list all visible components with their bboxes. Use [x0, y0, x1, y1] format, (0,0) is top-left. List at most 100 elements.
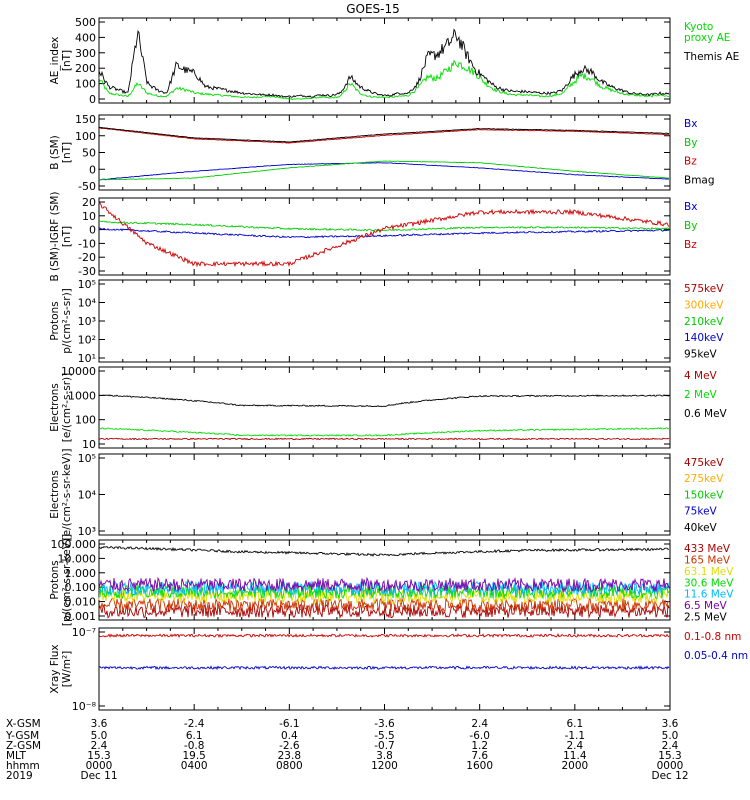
panel-frame [98, 627, 671, 711]
y-tick-label: -50 [78, 180, 96, 193]
y-tick-label: 100 [75, 78, 96, 91]
series-label: proxy AE [684, 32, 730, 44]
x-axis-table: X-GSM 3.6 -2.4 -6.1 -3.6 2.4 6.1 3.6 Y-GSM 5.0 6.1… [5, 718, 689, 782]
series-label: 210keV [684, 316, 724, 328]
y-axis-label: AE_index [49, 37, 61, 85]
x-row-value: -6.1 [279, 718, 300, 730]
y-tick-label: 0.100 [65, 581, 97, 594]
x-row-value: 5.0 [662, 730, 679, 742]
x-row-value: -3.6 [374, 718, 395, 730]
y-tick-label: 1.000 [65, 567, 97, 580]
series-label: 2 MeV [684, 389, 718, 401]
x-row-value: 1200 [371, 760, 398, 772]
series-label: 0.1-0.8 nm [684, 631, 741, 643]
y-axis-label: Protons [49, 560, 61, 599]
series-line-0 [98, 633, 670, 639]
y-axis-label: [nT] [61, 142, 73, 163]
y-tick-label: 10⁻⁸ [72, 700, 97, 713]
x-row-value: -2.4 [184, 718, 205, 730]
series-label: Bmag [684, 174, 715, 186]
x-row-label: X-GSM [6, 718, 41, 730]
series-line-1 [98, 28, 670, 98]
y-axis-label: [e/(cm²-s-sr-keV)] [61, 449, 73, 541]
series-label: 575keV [684, 283, 724, 295]
x-row-value: -1.1 [565, 730, 586, 742]
x-row-value: 0000 [86, 760, 113, 772]
x-row-value: -0.7 [374, 740, 395, 752]
y-tick-label: 10² [78, 334, 96, 347]
panel-frame [98, 114, 671, 191]
x-row-value: 15.3 [658, 750, 681, 762]
x-row-value: -0.8 [184, 740, 205, 752]
x-row-label: Z-GSM [6, 740, 41, 752]
series-line-4 [98, 580, 670, 597]
y-axis-label: Electrons [49, 383, 61, 432]
series-line-0 [98, 437, 670, 441]
panel-2: 150 100 50 0 -50 B (SM) [nT] Bx By Bz Bmag [49, 113, 715, 193]
series-label: 6.5 MeV [684, 600, 728, 612]
y-tick-label: 500 [75, 16, 96, 29]
x-row-value: 19.5 [182, 750, 205, 762]
y-tick-label: 10¹ [78, 352, 96, 365]
y-tick-label: 1000 [68, 389, 96, 402]
panel-frame [98, 453, 671, 536]
y-axis-label: [nT] [61, 50, 73, 71]
panel-4: 10⁵ 10⁴ 10³ 10² 10¹ Protons p/(cm²-s-sr)] 575ke… [49, 278, 724, 365]
figure-title: GOES-15 [346, 2, 400, 16]
x-row-label: hhmm [6, 760, 40, 772]
series-label: 75keV [684, 506, 718, 518]
panel-5: 10000 1000 100 10 Electrons [e/(cm²-s-sr)] 4 M… [49, 365, 728, 451]
x-row-value: 3.6 [91, 718, 108, 730]
series-label: 30.6 MeV [684, 577, 734, 589]
y-tick-label: 10.000 [58, 552, 97, 565]
y-tick-label: 0 [89, 224, 96, 237]
y-tick-label: 100 [75, 414, 96, 427]
y-tick-label: 10³ [78, 315, 96, 328]
x-row-label: MLT [6, 750, 26, 762]
y-tick-label: -10 [78, 237, 96, 250]
y-tick-label: 10000 [61, 365, 96, 378]
y-tick-label: 100.000 [51, 538, 97, 551]
y-tick-label: 10⁻⁷ [72, 626, 96, 639]
y-axis-label: B (SM) [49, 135, 61, 169]
panel-frame [98, 279, 671, 363]
x-row-value: 2.4 [566, 740, 583, 752]
panel-6: 10⁵ 10⁴ 10³ Electrons [e/(cm²-s-sr-keV)] 475k… [49, 449, 724, 541]
y-axis-label: [e/(cm²-s-sr)] [61, 373, 73, 442]
series-label: 11.6 MeV [684, 589, 734, 601]
y-tick-label: 10 [82, 438, 96, 451]
series-line-6 [98, 545, 669, 557]
series-label: 0.6 MeV [684, 408, 728, 420]
series-label: 40keV [684, 522, 718, 534]
y-tick-label: 20 [82, 196, 96, 209]
series-label: 433 MeV [684, 543, 731, 555]
x-row-value: 3.6 [662, 718, 679, 730]
series-label: 0.05-0.4 nm [684, 650, 748, 662]
x-row-value: 5.0 [91, 730, 108, 742]
series-label: Kyoto [684, 21, 713, 33]
y-tick-label: 10⁵ [78, 452, 96, 465]
y-axis-label: [p/(cm²-s-sr-keV)] [61, 534, 73, 626]
x-row-value: 7.6 [471, 750, 488, 762]
y-axis-label: Protons [49, 301, 61, 340]
x-row-value: 3.8 [376, 750, 393, 762]
series-label: 475keV [684, 457, 724, 469]
x-row-label: Y-GSM [5, 730, 39, 742]
series-label: By [684, 137, 697, 149]
end-date: Dec 12 [651, 770, 688, 782]
series-label: Bx [684, 201, 697, 213]
y-tick-label: 150 [75, 113, 96, 126]
x-row-value: -6.0 [469, 730, 490, 742]
series-line-1 [98, 665, 670, 671]
y-axis-label: B (SM)-IGRF (SM) [49, 191, 61, 281]
y-tick-label: 10⁵ [78, 278, 96, 291]
series-label: 165 MeV [684, 554, 731, 566]
series-line-2 [98, 588, 670, 605]
y-tick-label: 0 [89, 163, 96, 176]
y-tick-label: 0.001 [65, 610, 97, 623]
x-row-value: 0.4 [281, 730, 298, 742]
series-label: 300keV [684, 299, 724, 311]
